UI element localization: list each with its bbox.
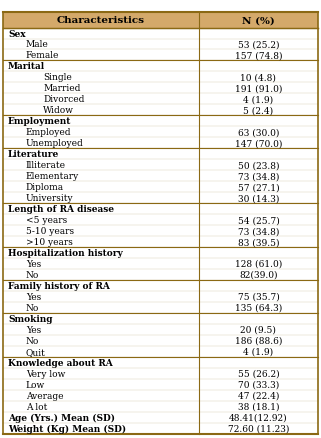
Text: Sex: Sex [8, 29, 26, 39]
Text: 70 (33.3): 70 (33.3) [238, 380, 279, 389]
Text: 63 (30.0): 63 (30.0) [238, 128, 279, 137]
Text: Literature: Literature [8, 150, 59, 159]
Text: Characteristics: Characteristics [57, 16, 145, 25]
Text: Elementary: Elementary [26, 172, 79, 181]
Text: 10 (4.8): 10 (4.8) [240, 73, 276, 82]
Text: 72.60 (11.23): 72.60 (11.23) [228, 424, 289, 433]
Text: 83 (39.5): 83 (39.5) [238, 237, 279, 247]
Text: Average: Average [26, 391, 63, 400]
Text: Yes: Yes [26, 325, 41, 334]
Text: Divorced: Divorced [43, 95, 85, 104]
Text: Low: Low [26, 380, 45, 389]
Text: Yes: Yes [26, 259, 41, 268]
Text: 5-10 years: 5-10 years [26, 226, 74, 236]
Text: 157 (74.8): 157 (74.8) [235, 51, 282, 60]
Text: 57 (27.1): 57 (27.1) [238, 183, 279, 192]
Text: No: No [26, 303, 39, 312]
Text: Diploma: Diploma [26, 183, 64, 192]
Text: Hospitalization history: Hospitalization history [8, 248, 123, 258]
Text: Illiterate: Illiterate [26, 161, 66, 170]
Text: <5 years: <5 years [26, 215, 67, 225]
Text: 135 (64.3): 135 (64.3) [235, 303, 282, 312]
Text: 191 (91.0): 191 (91.0) [235, 84, 282, 93]
Text: Marital: Marital [8, 62, 45, 71]
Text: No: No [26, 270, 39, 279]
Text: Male: Male [26, 40, 48, 49]
Bar [3, 13, 318, 28]
Text: Smoking: Smoking [8, 314, 53, 323]
Text: 147 (70.0): 147 (70.0) [235, 139, 282, 148]
Text: 4 (1.9): 4 (1.9) [243, 347, 273, 356]
Text: 53 (25.2): 53 (25.2) [238, 40, 279, 49]
Text: Age (Yrs.) Mean (SD): Age (Yrs.) Mean (SD) [8, 413, 115, 422]
Text: N (%): N (%) [242, 16, 275, 25]
Text: 73 (34.8): 73 (34.8) [238, 172, 279, 181]
Text: 73 (34.8): 73 (34.8) [238, 226, 279, 236]
Text: Very low: Very low [26, 369, 65, 378]
Text: University: University [26, 194, 73, 203]
Text: Single: Single [43, 73, 72, 82]
Text: 54 (25.7): 54 (25.7) [238, 215, 279, 225]
Text: Widow: Widow [43, 106, 74, 115]
Text: 48.41(12.92): 48.41(12.92) [229, 413, 288, 422]
Text: Weight (Kg) Mean (SD): Weight (Kg) Mean (SD) [8, 424, 126, 433]
Text: 20 (9.5): 20 (9.5) [240, 325, 276, 334]
Text: 50 (23.8): 50 (23.8) [238, 161, 279, 170]
Text: No: No [26, 336, 39, 345]
Text: Quit: Quit [26, 347, 46, 356]
Text: Female: Female [26, 51, 59, 60]
Text: 38 (18.1): 38 (18.1) [238, 402, 279, 411]
Text: Knowledge about RA: Knowledge about RA [8, 358, 113, 367]
Text: 4 (1.9): 4 (1.9) [243, 95, 273, 104]
Text: Yes: Yes [26, 292, 41, 301]
Text: 82(39.0): 82(39.0) [239, 270, 278, 279]
Text: 186 (88.6): 186 (88.6) [235, 336, 282, 345]
Text: 55 (26.2): 55 (26.2) [238, 369, 279, 378]
Text: 75 (35.7): 75 (35.7) [238, 292, 279, 301]
Text: A lot: A lot [26, 402, 47, 411]
Text: 30 (14.3): 30 (14.3) [238, 194, 279, 203]
Text: 5 (2.4): 5 (2.4) [243, 106, 273, 115]
Text: >10 years: >10 years [26, 237, 73, 247]
Text: Married: Married [43, 84, 81, 93]
Text: 128 (61.0): 128 (61.0) [235, 259, 282, 268]
Text: Length of RA disease: Length of RA disease [8, 205, 114, 214]
Text: Family history of RA: Family history of RA [8, 281, 110, 290]
Text: Unemployed: Unemployed [26, 139, 83, 148]
Text: Employed: Employed [26, 128, 71, 137]
Text: Employment: Employment [8, 117, 71, 126]
Text: 47 (22.4): 47 (22.4) [238, 391, 279, 400]
